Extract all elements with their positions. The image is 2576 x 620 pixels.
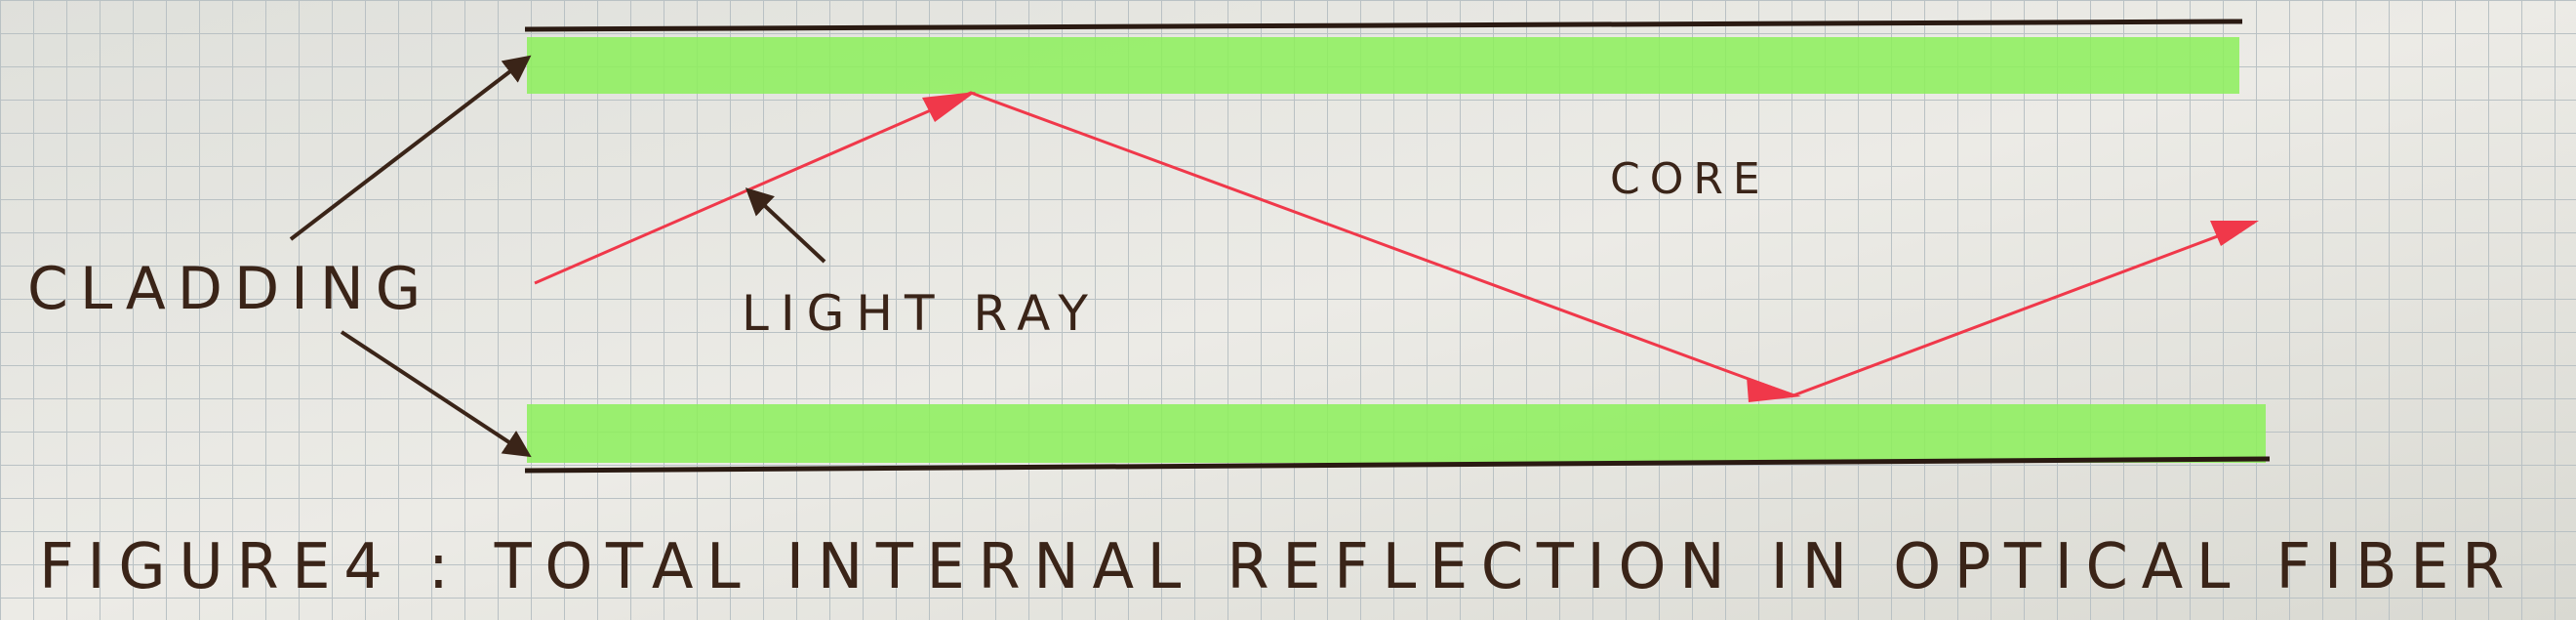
cladding-bottom-band [527, 404, 2266, 463]
light-ray-label: LIGHT RAY [742, 285, 1100, 342]
fiber-bottom-edge [524, 456, 2271, 474]
core-label: CORE [1610, 154, 1770, 204]
fiber-top-edge [524, 19, 2243, 32]
ray-arrowhead-bottom [1747, 377, 1801, 402]
figure-caption: FIGURE4 : TOTAL INTERNAL REFLECTION IN O… [39, 531, 2517, 603]
light-ray-arrow [745, 187, 826, 264]
cladding-arrow-top [289, 55, 532, 241]
ray-arrowhead-top [922, 92, 976, 122]
cladding-top-band [527, 37, 2239, 94]
ray-arrowhead-end [2210, 221, 2259, 246]
cladding-arrow-bottom [340, 330, 532, 458]
cladding-label: CLADDING [27, 255, 432, 323]
